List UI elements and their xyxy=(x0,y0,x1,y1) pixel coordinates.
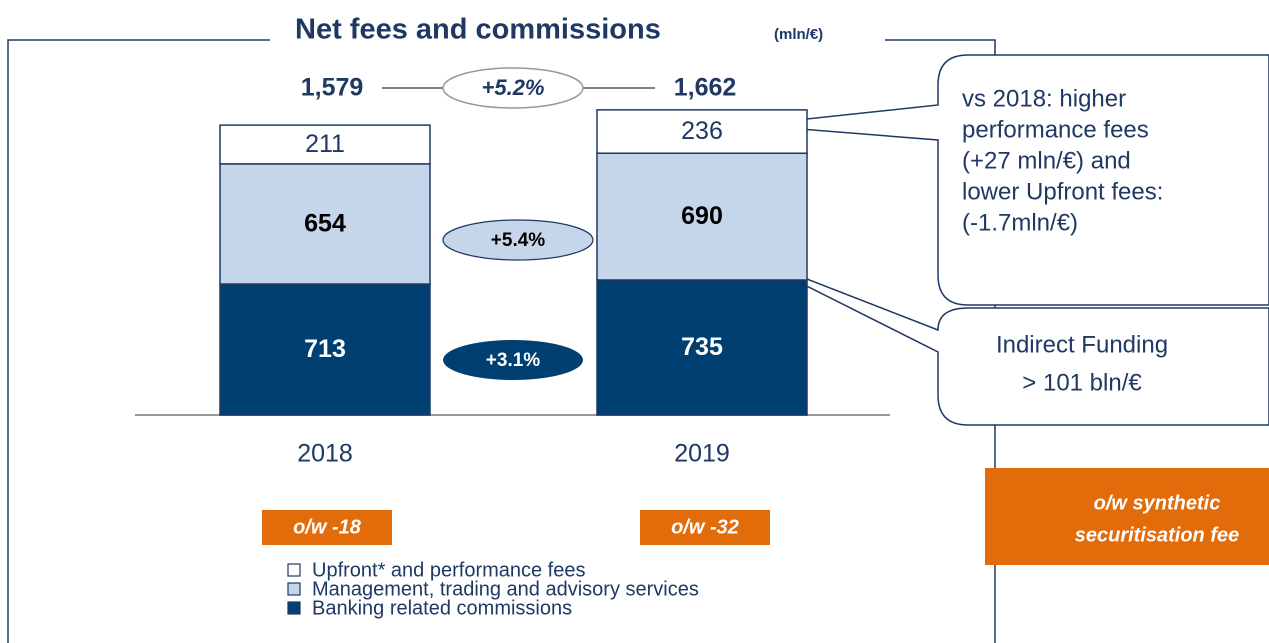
chart-title: Net fees and commissions xyxy=(295,14,661,46)
data-label: 735 xyxy=(681,333,723,361)
bar-segment xyxy=(596,109,808,154)
legend-label: Upfront* and performance fees xyxy=(312,559,586,581)
legend-swatch xyxy=(287,563,301,577)
bar-segment xyxy=(596,152,808,281)
data-label: 690 xyxy=(681,202,723,230)
callout-text: Indirect Funding xyxy=(996,331,1168,358)
note: o/w -18 xyxy=(293,516,362,538)
growth-bubble xyxy=(442,219,594,261)
callout-text: > 101 bln/€ xyxy=(1022,369,1142,396)
data-label: 654 xyxy=(304,210,346,238)
growth-banking: +3.1% xyxy=(486,350,541,371)
data-label: 713 xyxy=(304,335,346,363)
frame-right xyxy=(885,39,996,643)
data-label: 211 xyxy=(305,130,345,158)
callout-text: (+27 mln/€) and xyxy=(962,147,1131,174)
growth-bubble xyxy=(442,67,584,109)
frame xyxy=(7,39,996,643)
growth-management: +5.4% xyxy=(491,230,546,251)
callout-box xyxy=(749,54,1269,306)
growth-total: +5.2% xyxy=(482,75,545,100)
callout-text: (-1.7mln/€) xyxy=(962,209,1078,236)
legend-label: Management, trading and advisory service… xyxy=(312,578,699,600)
data-label: 236 xyxy=(681,117,723,145)
bar-segment xyxy=(219,283,431,416)
side-note: o/w synthetic xyxy=(1094,492,1221,514)
note-box xyxy=(262,510,392,545)
x-tick-label: 2018 xyxy=(297,440,353,468)
callout-box xyxy=(744,254,1269,426)
callout-text: lower Upfront fees: xyxy=(962,178,1163,205)
x-tick-label: 2019 xyxy=(674,440,730,468)
frame-left xyxy=(7,39,270,643)
chart-unit: (mln/€) xyxy=(774,26,823,43)
callout-text: performance fees xyxy=(962,116,1149,143)
total-label: 1,579 xyxy=(301,74,364,102)
side-note-box xyxy=(985,468,1269,565)
note-box xyxy=(640,510,770,545)
legend-swatch xyxy=(287,582,301,596)
callout-text: vs 2018: higher xyxy=(962,85,1126,112)
bar-segment xyxy=(596,279,808,416)
total-label: 1,662 xyxy=(674,74,737,102)
legend-swatch xyxy=(287,601,301,615)
side-note: securitisation fee xyxy=(1075,524,1240,546)
bar-segment xyxy=(219,163,431,285)
legend-label: Banking related commissions xyxy=(312,597,572,619)
bar-segment xyxy=(219,124,431,165)
note: o/w -32 xyxy=(671,516,739,538)
growth-bubble xyxy=(443,340,583,380)
